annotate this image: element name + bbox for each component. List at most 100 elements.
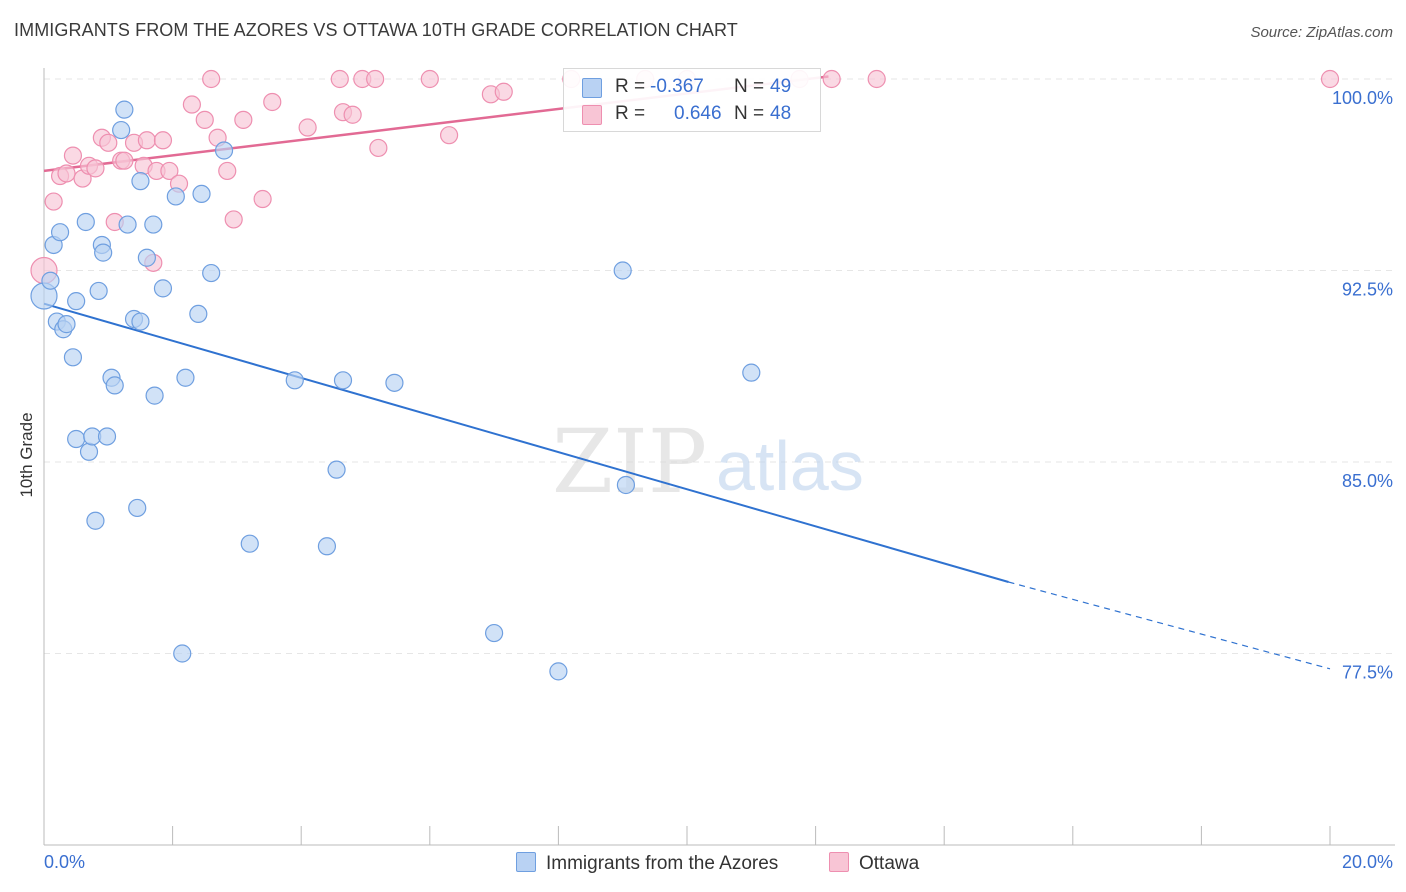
- azores-point: [137, 248, 156, 267]
- azores-point: [67, 292, 86, 311]
- ottawa-point: [195, 110, 214, 129]
- series-label-ottawa: Ottawa: [859, 853, 920, 874]
- watermark-zip: ZIP: [552, 410, 707, 513]
- legend-n-label: N =: [734, 76, 765, 97]
- azores-point: [86, 511, 105, 530]
- ottawa-point: [822, 69, 841, 89]
- series-label-azores: Immigrants from the Azores: [546, 853, 779, 874]
- legend-swatch-pink: [582, 105, 602, 125]
- ottawa-point: [218, 161, 237, 181]
- ottawa-point: [182, 95, 201, 114]
- y-axis-label: 10th Grade: [17, 412, 36, 498]
- series-legend-ottawa: Ottawa: [829, 852, 919, 876]
- ottawa-point: [494, 82, 513, 101]
- ottawa-point: [234, 110, 253, 129]
- source-credit: Source: ZipAtlas.com: [1250, 24, 1393, 41]
- azores-point: [240, 534, 259, 553]
- y-tick-label: 92.5%: [1342, 280, 1393, 300]
- legend-n-value: 48: [770, 103, 792, 124]
- ottawa-point: [57, 164, 76, 183]
- azores-point: [41, 271, 60, 290]
- azores-point: [115, 100, 134, 119]
- azores-point: [145, 386, 164, 405]
- azores-point: [166, 187, 185, 206]
- ottawa-point: [330, 69, 349, 89]
- y-tick-label: 77.5%: [1342, 663, 1393, 683]
- azores-point: [173, 644, 192, 663]
- series-swatch-blue: [516, 852, 536, 872]
- data-points: [30, 69, 1340, 681]
- azores-point: [214, 141, 234, 160]
- azores-point: [153, 279, 173, 298]
- x-tick-max: 20.0%: [1341, 852, 1393, 872]
- azores-point: [128, 498, 147, 518]
- ottawa-point: [224, 210, 243, 229]
- azores-point: [613, 261, 632, 280]
- ottawa-point: [343, 105, 362, 124]
- ottawa-point: [99, 133, 118, 152]
- trend-lines: [43, 75, 1331, 670]
- ottawa-point: [263, 92, 282, 112]
- ottawa-point: [202, 69, 221, 89]
- ottawa-point: [298, 118, 317, 137]
- ottawa-point: [115, 151, 134, 170]
- ottawa-point: [439, 126, 459, 145]
- series-swatch-pink: [829, 852, 849, 872]
- y-tick-labels: 77.5% 85.0% 92.5% 100.0%: [1332, 88, 1393, 683]
- ottawa-point: [86, 159, 105, 178]
- azores-point: [118, 215, 137, 234]
- gridlines: [44, 78, 1395, 654]
- azores-point: [63, 348, 83, 367]
- azores-point: [285, 371, 304, 390]
- azores-point: [742, 363, 761, 382]
- azores-point: [176, 368, 195, 387]
- azores-point: [192, 184, 211, 203]
- watermark: ZIP atlas: [552, 410, 864, 513]
- ottawa-point: [867, 69, 886, 89]
- legend-n-label: N =: [734, 103, 765, 124]
- legend-r-label: R =: [615, 76, 646, 97]
- azores-point: [327, 460, 346, 479]
- azores-point: [105, 376, 124, 395]
- y-tick-label: 100.0%: [1332, 88, 1393, 108]
- ottawa-point: [44, 192, 63, 211]
- axes: [43, 68, 1395, 846]
- legend-r-value: -0.367: [650, 76, 704, 97]
- azores-point: [616, 475, 636, 495]
- series-legend-azores: Immigrants from the Azores: [516, 852, 778, 876]
- ottawa-point: [1320, 69, 1340, 89]
- azores-point: [385, 373, 404, 392]
- azores-point: [485, 623, 504, 643]
- legend-r-label: R =: [615, 103, 646, 124]
- azores-point: [50, 223, 70, 242]
- azores-point: [57, 315, 76, 334]
- azores-point: [67, 429, 86, 449]
- legend-n-value: 49: [770, 76, 792, 97]
- azores-point: [333, 371, 353, 390]
- azores-point: [131, 312, 150, 331]
- ottawa-point: [253, 189, 272, 209]
- azores-point: [202, 263, 221, 283]
- ottawa-point: [63, 146, 83, 165]
- azores-point: [97, 427, 117, 446]
- azores-point: [89, 281, 108, 301]
- ottawa-point: [137, 131, 156, 150]
- x-tick-min: 0.0%: [44, 852, 86, 872]
- azores-trend-line: [43, 302, 1009, 583]
- azores-point: [549, 662, 568, 681]
- y-tick-label: 85.0%: [1342, 471, 1393, 491]
- chart-title: IMMIGRANTS FROM THE AZORES VS OTTAWA 10T…: [14, 20, 738, 40]
- ottawa-point: [369, 138, 388, 158]
- ottawa-point: [153, 131, 173, 150]
- ottawa-point: [366, 69, 385, 89]
- correlation-legend: R = -0.367 N = 49 R = 0.646 N = 48: [563, 68, 821, 132]
- legend-swatch-blue: [582, 78, 602, 98]
- ottawa-point: [420, 69, 439, 89]
- azores-point: [94, 243, 113, 262]
- azores-point: [189, 304, 208, 324]
- ottawa-point: [160, 161, 179, 181]
- azores-point: [79, 442, 99, 461]
- azores-point: [317, 537, 337, 556]
- legend-r-value: 0.646: [674, 103, 722, 124]
